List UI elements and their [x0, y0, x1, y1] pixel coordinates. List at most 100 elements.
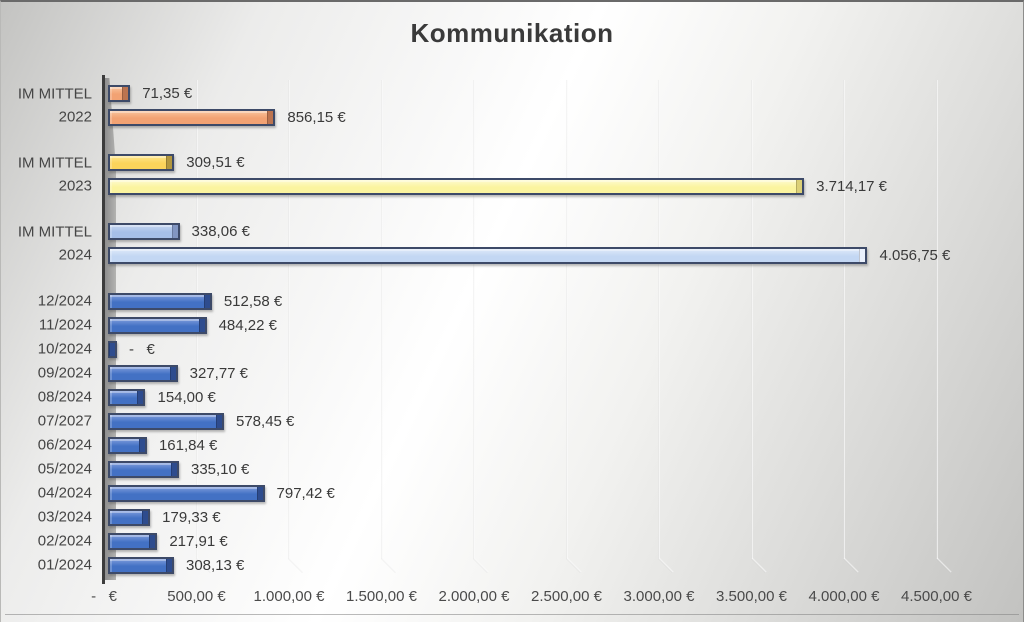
chart-row-10-2024: 10/2024 - € — [38, 337, 1015, 361]
category-label: 2024 — [58, 246, 92, 264]
value-label: 484,22 € — [218, 316, 277, 334]
chart-row-im-mittel: IM MITTEL 338,06 € — [18, 220, 1015, 244]
chart-row-04-2024: 04/2024 797,42 € — [38, 481, 1015, 505]
chart-row-08-2024: 08/2024 154,00 € — [38, 385, 1015, 409]
value-label: 327,77 € — [189, 364, 249, 382]
x-axis-tick-label: 2.000,00 € — [438, 588, 510, 605]
chart-row-06-2024: 06/2024 161,84 € — [38, 433, 1015, 457]
value-label: 179,33 € — [162, 508, 221, 526]
gridline — [473, 80, 489, 574]
chart-title: Kommunikation — [410, 18, 614, 48]
bar-3d-cap — [166, 558, 172, 572]
bar-3d-cap — [149, 534, 156, 548]
bar — [108, 532, 158, 550]
value-label: 797,42 € — [276, 484, 335, 502]
y-axis-line — [102, 75, 105, 584]
value-label: 3.714,17 € — [816, 177, 888, 195]
value-label: 4.056,75 € — [879, 246, 951, 264]
chart-row-02-2024: 02/2024 217,91 € — [38, 529, 1015, 553]
category-label: IM MITTEL — [17, 223, 92, 241]
value-label: 154,00 € — [157, 388, 216, 406]
value-label: 338,06 € — [191, 223, 250, 241]
bar-3d-cap — [166, 156, 173, 170]
category-label: IM MITTEL — [17, 85, 92, 103]
bar — [108, 412, 224, 430]
chart-row-im-mittel: IM MITTEL 71,35 € — [18, 82, 1015, 106]
group-spacer — [104, 129, 1015, 151]
gridline — [935, 80, 952, 574]
chart-row-11-2024: 11/2024 484,22 € — [39, 313, 1015, 337]
value-label: 856,15 € — [287, 108, 346, 126]
bar-3d-cap — [267, 110, 274, 124]
bar-3d-cap — [137, 390, 144, 404]
x-axis-tick-label: 1.500,00 € — [346, 588, 417, 605]
category-label: 02/2024 — [37, 532, 92, 550]
chart-row-2022: 2022 856,15 € — [59, 106, 1015, 130]
category-label: 06/2024 — [37, 436, 92, 454]
bar-3d-cap — [203, 294, 210, 308]
category-label: 10/2024 — [37, 340, 92, 358]
category-label: 09/2024 — [37, 364, 92, 382]
category-label: 11/2024 — [38, 316, 92, 334]
bar-rows: IM MITTEL 71,35 € 2022 856,15 € IM MITTEL 309… — [18, 82, 1015, 577]
category-label: 08/2024 — [37, 388, 92, 406]
bar-3d-cap — [138, 438, 145, 452]
bottom-border-line — [5, 614, 1019, 615]
bar — [108, 556, 174, 574]
bar — [108, 508, 151, 526]
bar — [108, 108, 276, 126]
bar — [108, 388, 146, 406]
bar-3d-cap — [142, 510, 149, 524]
bar — [108, 316, 207, 334]
bar — [108, 177, 805, 195]
x-axis-tick-label: 1.000,00 € — [253, 588, 325, 605]
x-axis-labels: - € 500,00 € 1.000,00 € 1.500,00 € 2.000,00 … — [1, 588, 1024, 610]
bar — [108, 460, 179, 478]
bar — [108, 223, 180, 241]
value-label: 512,58 € — [223, 292, 283, 310]
bar-3d-cap — [122, 87, 129, 101]
bar-3d-cap — [170, 462, 177, 476]
category-label: 05/2024 — [37, 460, 92, 478]
bar-3d-cap — [169, 366, 176, 380]
value-label: 308,13 € — [186, 556, 245, 574]
category-label: 07/2027 — [37, 412, 92, 430]
value-label: - € — [129, 340, 155, 358]
gridline — [565, 80, 582, 574]
bar-3d-cap — [859, 248, 866, 262]
bar — [108, 154, 175, 172]
value-label: 335,10 € — [190, 460, 250, 478]
gridline — [843, 80, 859, 574]
x-axis-tick-label: 2.500,00 € — [531, 588, 602, 605]
bar-3d-cap — [796, 179, 803, 193]
bar-3d-cap — [109, 342, 115, 356]
chart-row-12-2024: 12/2024 512,58 € — [38, 289, 1015, 313]
bar — [108, 436, 147, 454]
category-label: 12/2024 — [37, 292, 92, 310]
value-label: 309,51 € — [186, 154, 245, 172]
chart-row-2023: 2023 3.714,17 € — [59, 175, 1015, 199]
chart-row-05-2024: 05/2024 335,10 € — [38, 457, 1015, 481]
x-axis-tick-label: 4.500,00 € — [901, 588, 972, 605]
value-label: 217,91 € — [169, 532, 228, 550]
chart-row-03-2024: 03/2024 179,33 € — [38, 505, 1015, 529]
gridline — [380, 80, 397, 574]
value-label: 71,35 € — [142, 85, 193, 103]
x-axis-tick-label: 4.000,00 € — [808, 588, 880, 605]
category-label: 2022 — [58, 108, 92, 126]
bar — [108, 340, 117, 358]
bar — [108, 246, 868, 264]
bar-3d-cap — [256, 486, 263, 500]
bar-3d-cap — [216, 414, 222, 428]
bar — [108, 85, 131, 103]
category-label: 2023 — [58, 177, 92, 195]
gridline — [658, 80, 674, 574]
bar-3d-cap — [198, 318, 205, 332]
bar-3d-cap — [171, 225, 178, 239]
x-axis-tick-label: - € — [91, 588, 117, 605]
bar — [108, 484, 265, 502]
gridline — [288, 80, 304, 574]
bar — [108, 292, 212, 310]
category-label: 03/2024 — [37, 508, 92, 526]
